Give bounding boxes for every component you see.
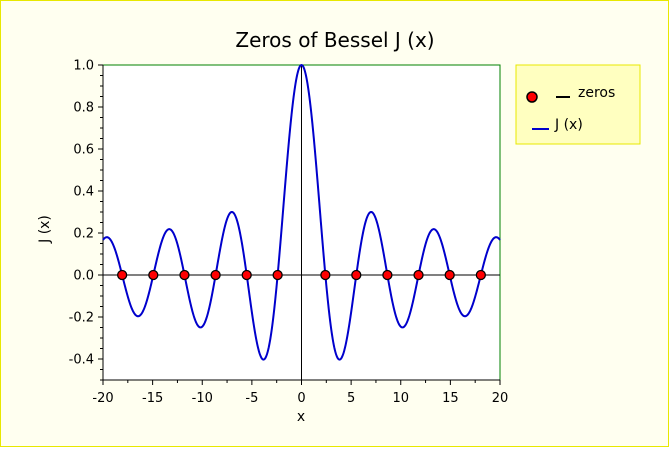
y-tick-label: 0.4 bbox=[73, 185, 94, 200]
y-axis-label: J (x) bbox=[37, 215, 53, 244]
zero-marker bbox=[413, 269, 424, 281]
x-tick-label: -20 bbox=[92, 391, 113, 406]
x-tick-label: 0 bbox=[297, 391, 305, 406]
x-tick-label: -15 bbox=[142, 391, 163, 406]
x-tick-label: 5 bbox=[347, 391, 355, 406]
legend-box bbox=[515, 64, 641, 145]
zero-marker bbox=[210, 269, 221, 281]
zero-marker bbox=[351, 269, 362, 281]
x-tick-label: 10 bbox=[392, 391, 409, 406]
x-tick-label: 15 bbox=[442, 391, 459, 406]
x-axis-label: x bbox=[297, 409, 305, 425]
x-tick-label: 20 bbox=[492, 391, 509, 406]
x-tick-label: -5 bbox=[245, 391, 258, 406]
legend: zeros J (x) bbox=[515, 64, 641, 145]
chart-title: Zeros of Bessel J (x) bbox=[235, 28, 434, 52]
zeros-markers bbox=[116, 269, 487, 281]
y-tick-label: -0.4 bbox=[69, 353, 94, 368]
x-tick-label: -10 bbox=[192, 391, 213, 406]
x-axis-ticks: -20 -15 -10 -5 0 5 10 15 20 bbox=[92, 380, 508, 406]
y-tick-label: 0.6 bbox=[73, 143, 94, 158]
zero-marker bbox=[272, 269, 283, 281]
y-tick-label: 0.2 bbox=[73, 227, 94, 242]
legend-label-j0: J (x) bbox=[554, 117, 583, 133]
y-tick-label: 0.8 bbox=[73, 101, 94, 116]
zero-marker bbox=[179, 269, 190, 281]
zero-marker bbox=[382, 269, 393, 281]
legend-label-zeros: zeros bbox=[578, 85, 615, 101]
zero-marker bbox=[116, 269, 128, 281]
y-axis-ticks: -0.4 -0.2 0.0 0.2 0.4 0.6 0.8 1.0 bbox=[69, 59, 103, 381]
zero-marker bbox=[241, 269, 252, 281]
zero-marker bbox=[148, 269, 159, 281]
series-line-j0 bbox=[102, 63, 501, 361]
y-tick-label: 1.0 bbox=[73, 59, 94, 74]
y-tick-label: 0.0 bbox=[73, 269, 94, 284]
y-tick-label: -0.2 bbox=[69, 311, 94, 326]
zero-marker bbox=[475, 269, 487, 281]
legend-zeros-marker bbox=[526, 91, 538, 103]
zero-marker bbox=[444, 269, 455, 281]
zero-marker bbox=[320, 269, 331, 281]
